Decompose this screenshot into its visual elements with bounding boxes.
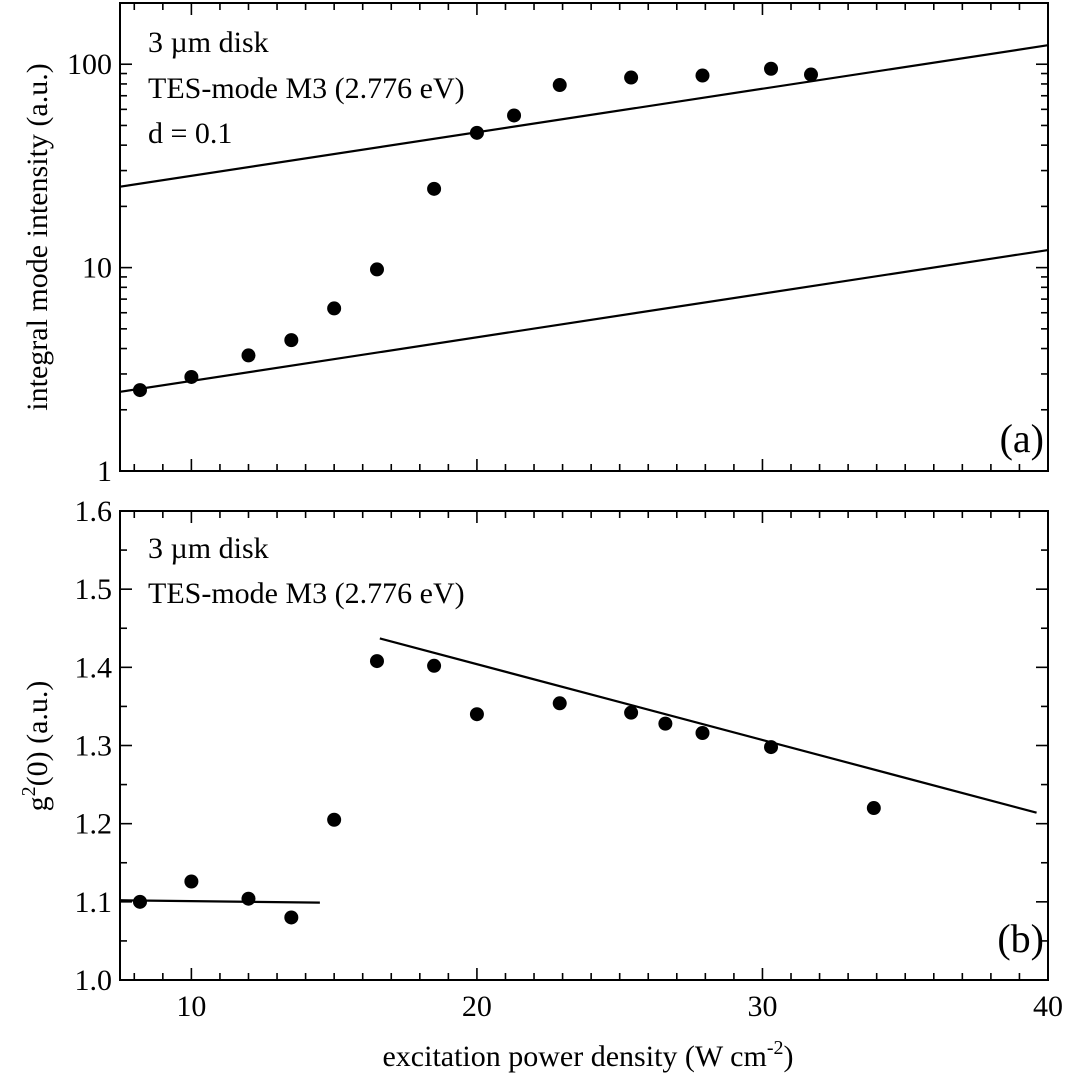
panel-a-data-point	[284, 333, 299, 348]
panel-a-y-tick-label: 10	[82, 252, 112, 285]
panel-a-data-point	[804, 67, 819, 82]
panel-a-annotation-3: d = 0.1	[148, 117, 232, 150]
panel-a-label: (a)	[1000, 416, 1044, 461]
panel-b-annotation-1: 3 µm disk	[148, 532, 269, 565]
panel-a-annotation-2: TES-mode M3 (2.776 eV)	[148, 72, 465, 105]
panel-b-y-axis-title-rest: (0) (a.u.)	[21, 681, 54, 787]
panel-a-data-point	[427, 181, 442, 196]
panel-b-data-point	[369, 654, 384, 669]
panel-b-y-axis-title-g: g	[21, 796, 54, 811]
panel-a-y-tick-label: 100	[67, 48, 112, 81]
panel-a-data-point	[695, 68, 710, 83]
panel-b-annotation-2: TES-mode M3 (2.776 eV)	[148, 577, 465, 610]
panel-b-data-point	[658, 716, 673, 731]
panel-b-label: (b)	[997, 916, 1044, 961]
x-axis-title-end: )	[784, 1040, 794, 1073]
panel-b-y-tick-label: 1.2	[75, 808, 113, 841]
panel-b-fit-line	[119, 899, 320, 904]
panel-b-data-point	[184, 874, 199, 889]
panel-a-data-point	[327, 301, 342, 316]
panel-a-data-point	[369, 262, 384, 277]
panel-b-data-point	[695, 725, 710, 740]
x-axis-title-main: excitation power density (W cm	[382, 1040, 766, 1073]
panel-b-points	[132, 654, 881, 925]
panel-a-fit-line	[119, 44, 1049, 188]
panel-b-data-point	[469, 707, 484, 722]
panel-b-y-tick-label: 1.5	[75, 573, 113, 606]
panel-a-annotation-1: 3 µm disk	[148, 26, 269, 59]
x-axis-title: excitation power density (W cm-2)	[382, 1037, 793, 1073]
panel-b-data-point	[866, 801, 881, 816]
panel-b-y-tick-label: 1.1	[75, 886, 113, 919]
panel-a-data-point	[764, 61, 779, 76]
panel-b-data-point	[241, 891, 256, 906]
panel-a-data-point	[132, 383, 147, 398]
panel-a-y-axis-title: integral mode intensity (a.u.)	[21, 63, 54, 410]
panel-b-y-tick-label: 1.4	[75, 651, 113, 684]
panel-a-ticks: 1 10 100	[67, 2, 1049, 488]
panel-b-data-point	[284, 910, 299, 925]
panel-b-data-point	[327, 812, 342, 827]
x-axis-title-sup: -2	[767, 1037, 784, 1059]
panel-b-y-axis-title: g2(0) (a.u.)	[18, 681, 54, 812]
panel-b-y-tick-label: 1.3	[75, 730, 113, 763]
panel-b: 1.01.11.21.31.41.51.610 20 30 40 3 µm disk …	[18, 495, 1063, 1073]
panel-b-data-point	[764, 740, 779, 755]
panel-b-ticks: 1.0 1.1 1.2 1.3 1.4 1.5 1.6 10 20 30 40	[75, 495, 1064, 1023]
panel-b-y-tick-label: 1.6	[75, 495, 113, 528]
panel-a-fit-line	[119, 248, 1049, 393]
panel-a-y-tick-label: 1	[97, 455, 112, 488]
panel-a-data-point	[507, 108, 522, 123]
panel-b-fit-lines	[119, 637, 1037, 904]
panel-b-data-point	[552, 696, 567, 711]
panel-a-fit-lines	[119, 44, 1049, 393]
x-tick-label: 20	[462, 990, 492, 1023]
panel-b-fit-line	[379, 637, 1037, 814]
panel-a-data-point	[552, 78, 567, 93]
panel-b-y-tick-label: 1.0	[75, 964, 113, 997]
x-tick-label: 30	[747, 990, 777, 1023]
panel-a-frame	[119, 2, 1049, 472]
panel-b-data-point	[624, 705, 639, 720]
panel-a-data-point	[241, 348, 256, 363]
panel-b-data-point	[132, 894, 147, 909]
x-tick-label: 10	[176, 990, 206, 1023]
panel-a-data-point	[469, 125, 484, 140]
panel-b-y-axis-title-sup: 2	[18, 786, 40, 796]
panel-b-data-point	[427, 658, 442, 673]
panel-a-points	[132, 61, 819, 398]
panel-a-data-point	[624, 70, 639, 85]
x-tick-label: 40	[1033, 990, 1063, 1023]
panel-a-data-point	[184, 369, 199, 384]
